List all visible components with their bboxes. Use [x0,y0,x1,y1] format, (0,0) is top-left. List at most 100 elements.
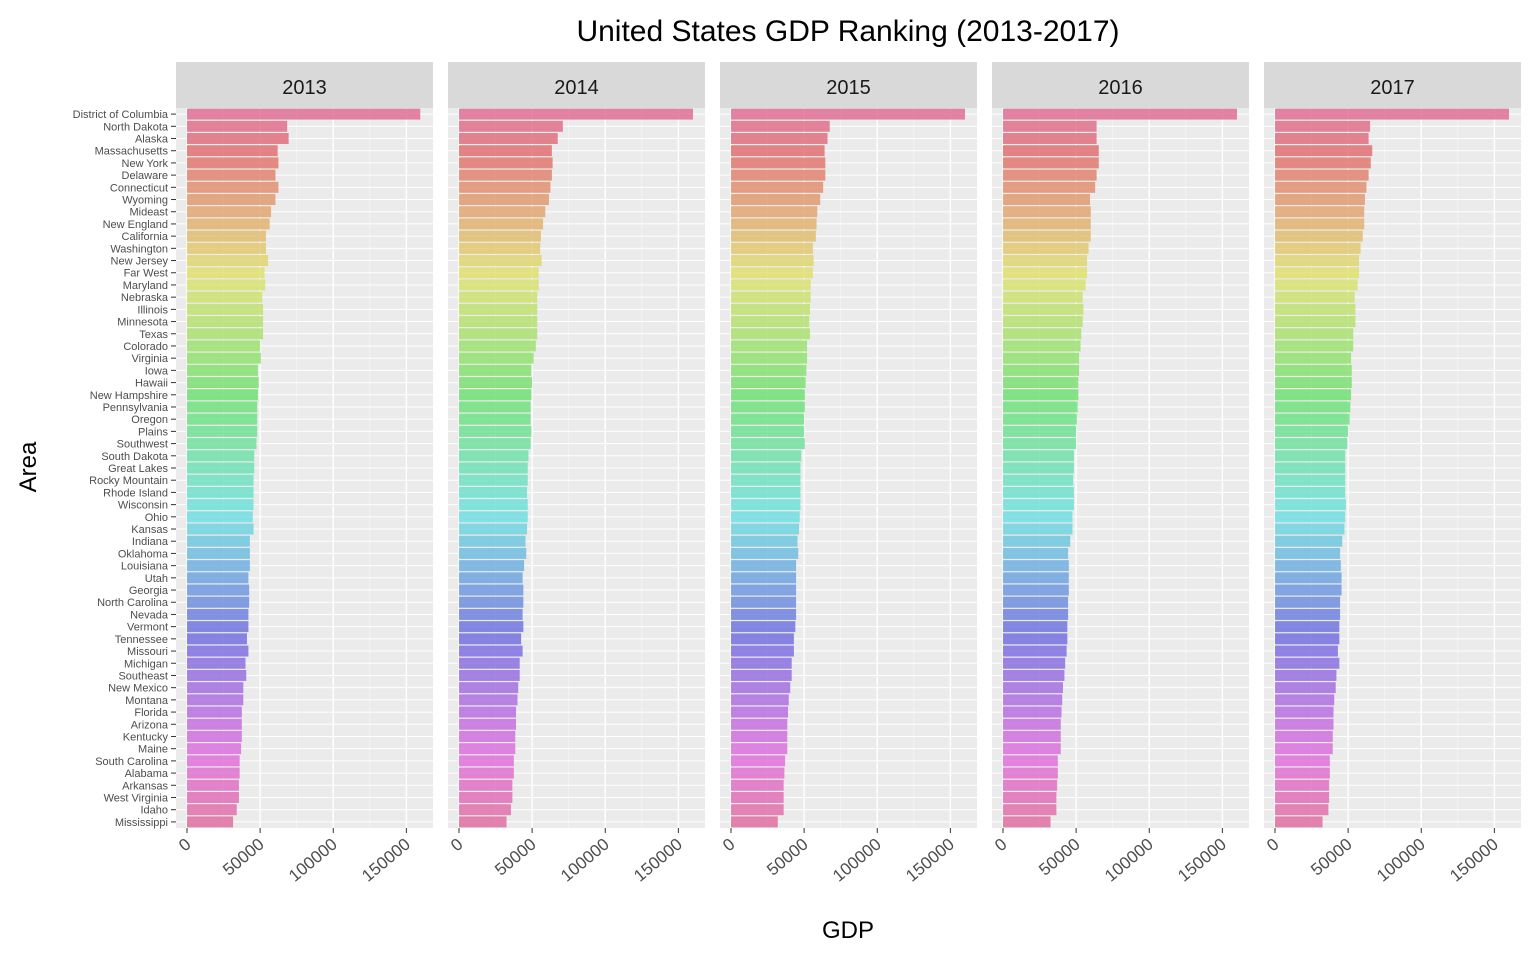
bar [1003,706,1062,718]
bar [731,157,826,169]
bar [731,316,810,328]
bar [1275,438,1348,450]
y-tick-label: Maryland [123,280,168,292]
y-tick-label: North Dakota [103,121,169,133]
bar [459,279,539,291]
bar [459,718,517,730]
bar [731,181,824,193]
x-tick-label: 0 [175,835,194,856]
bar [1275,792,1330,803]
bar [187,279,266,291]
facet-panel-2013: 2013 0 50000 100000 150000 [175,62,433,886]
bar [1003,572,1069,584]
x-tick-label: 50000 [1307,835,1355,880]
bar [1003,169,1097,181]
bar [187,755,240,767]
bar [459,425,532,437]
y-tick-label: Oregon [131,414,168,426]
y-tick-label: Ohio [145,512,168,524]
bar [731,730,788,742]
bar [1003,377,1079,389]
bar [187,645,249,657]
bar [731,584,797,596]
bar [459,682,519,694]
bar [1275,181,1367,193]
y-tick-label: Idaho [140,805,168,817]
bar [187,389,258,401]
bar [1275,535,1343,547]
bar [1275,352,1352,364]
bar [1275,682,1336,694]
bar [1003,669,1065,681]
bar [731,633,794,645]
y-tick-label: Kansas [131,524,168,536]
bar [731,242,813,254]
x-tick-label: 150000 [902,835,958,886]
bar [731,779,784,791]
bar [731,133,828,144]
y-tick-label: Montana [125,695,169,707]
bar [187,462,255,474]
bar [731,328,810,340]
bar [731,438,805,450]
bar [731,145,825,157]
bar [187,633,247,645]
bar [731,816,778,828]
bar [187,255,269,267]
y-tick-label: Rhode Island [103,487,168,499]
y-tick-label: Pennsylvania [103,402,169,414]
bar [1003,108,1237,120]
y-tick-label: Connecticut [110,182,168,194]
y-tick-label: Mississippi [115,817,168,829]
bar [187,133,289,144]
bar [1003,596,1069,608]
bar [731,694,789,706]
bar [187,523,254,535]
y-tick-label: New Mexico [108,683,168,695]
bar [731,572,797,584]
bar [1275,718,1334,730]
bar [731,340,808,352]
bar [459,120,563,132]
bar [1003,267,1088,279]
bar [731,425,805,437]
x-tick-label: 150000 [1446,835,1502,886]
bar [1003,730,1061,742]
bar [1275,413,1350,425]
bar [731,413,805,425]
bar [1275,730,1333,742]
bar [731,474,801,486]
bar [731,352,808,364]
bar [459,730,516,742]
bar [1275,523,1345,535]
bar [731,547,799,559]
bar [187,316,264,328]
bar [459,389,532,401]
bar [459,316,538,328]
bar [1275,145,1373,157]
y-tick-label: Oklahoma [118,548,169,560]
bar [731,560,797,572]
bar [459,450,529,462]
y-tick-label: South Dakota [101,451,169,463]
bar [731,743,788,755]
bar [1275,108,1509,120]
bar [187,206,272,218]
y-tick-label: Michigan [124,658,168,670]
bar [1275,279,1358,291]
bar [1275,267,1360,279]
bar [1275,755,1330,767]
y-tick-label: Iowa [145,365,169,377]
y-tick-label: Colorado [123,341,168,353]
y-tick-label: Georgia [129,585,169,597]
bar [187,267,265,279]
y-tick-label: Southeast [118,670,168,682]
bar [187,450,255,462]
y-tick-label: Delaware [122,170,168,182]
bar [187,511,253,523]
bar [459,364,532,376]
facet-strip [720,62,977,108]
x-tick-label: 150000 [630,835,686,886]
bar [1003,181,1096,193]
